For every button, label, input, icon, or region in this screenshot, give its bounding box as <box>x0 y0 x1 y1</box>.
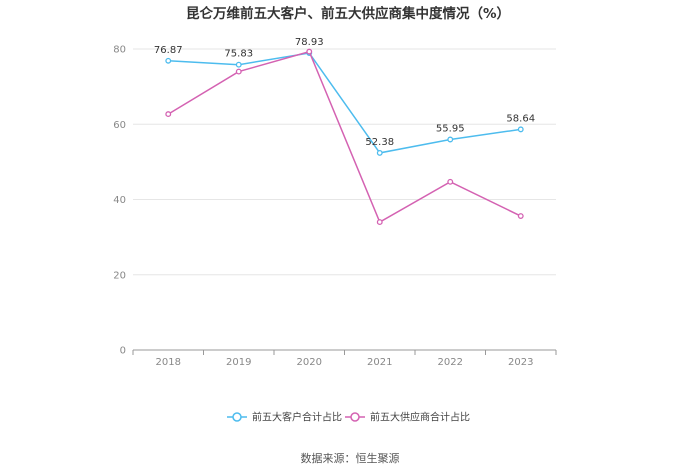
y-tick-label: 80 <box>113 45 126 56</box>
y-axis: 0 20 40 60 80 <box>113 45 126 357</box>
legend-item[interactable]: 前五大客户合计占比 <box>227 411 342 424</box>
y-tick-label: 0 <box>120 346 126 357</box>
data-point <box>306 48 313 55</box>
x-tick-label: 2019 <box>226 357 251 368</box>
data-point <box>235 68 242 75</box>
series-line <box>167 50 522 224</box>
data-point <box>165 111 172 118</box>
data-label: 76.87 <box>154 45 183 56</box>
y-tick-label: 20 <box>113 270 126 281</box>
legend-item[interactable]: 前五大供应商合计占比 <box>345 411 470 424</box>
plot-area <box>165 48 524 226</box>
legend-swatch-marker <box>232 412 242 422</box>
x-tick-labels: 2018 2019 2020 2021 2022 2023 <box>156 357 534 368</box>
x-tick-label: 2018 <box>156 357 181 368</box>
source-note: 数据来源：恒生聚源 <box>301 451 400 465</box>
data-point <box>165 57 172 64</box>
grid <box>133 48 556 276</box>
data-label: 52.38 <box>365 137 394 148</box>
data-point <box>376 149 383 156</box>
data-point <box>376 219 383 226</box>
data-label: 55.95 <box>436 123 465 134</box>
legend-label: 前五大客户合计占比 <box>252 411 342 424</box>
legend-label: 前五大供应商合计占比 <box>370 411 470 424</box>
x-tick-label: 2021 <box>367 357 392 368</box>
data-labels: 76.87 75.83 78.93 52.38 55.95 58.64 <box>154 37 535 148</box>
data-label: 75.83 <box>224 49 253 60</box>
x-axis <box>132 349 557 355</box>
series-line <box>168 52 521 154</box>
y-tick-label: 40 <box>113 195 126 206</box>
data-point <box>235 61 242 68</box>
data-point <box>517 213 524 220</box>
x-tick-label: 2023 <box>508 357 533 368</box>
data-label: 58.64 <box>506 113 535 124</box>
data-point <box>517 126 524 133</box>
chart-title: 昆仑万维前五大客户、前五大供应商集中度情况（%） <box>186 5 510 22</box>
data-point <box>447 136 454 143</box>
legend[interactable]: 前五大客户合计占比 前五大供应商合计占比 <box>227 411 470 424</box>
y-tick-label: 60 <box>113 120 126 131</box>
x-tick-label: 2022 <box>438 357 463 368</box>
legend-swatch-marker <box>350 412 360 422</box>
data-point <box>447 178 454 185</box>
x-tick-label: 2020 <box>297 357 322 368</box>
data-label: 78.93 <box>295 37 324 48</box>
